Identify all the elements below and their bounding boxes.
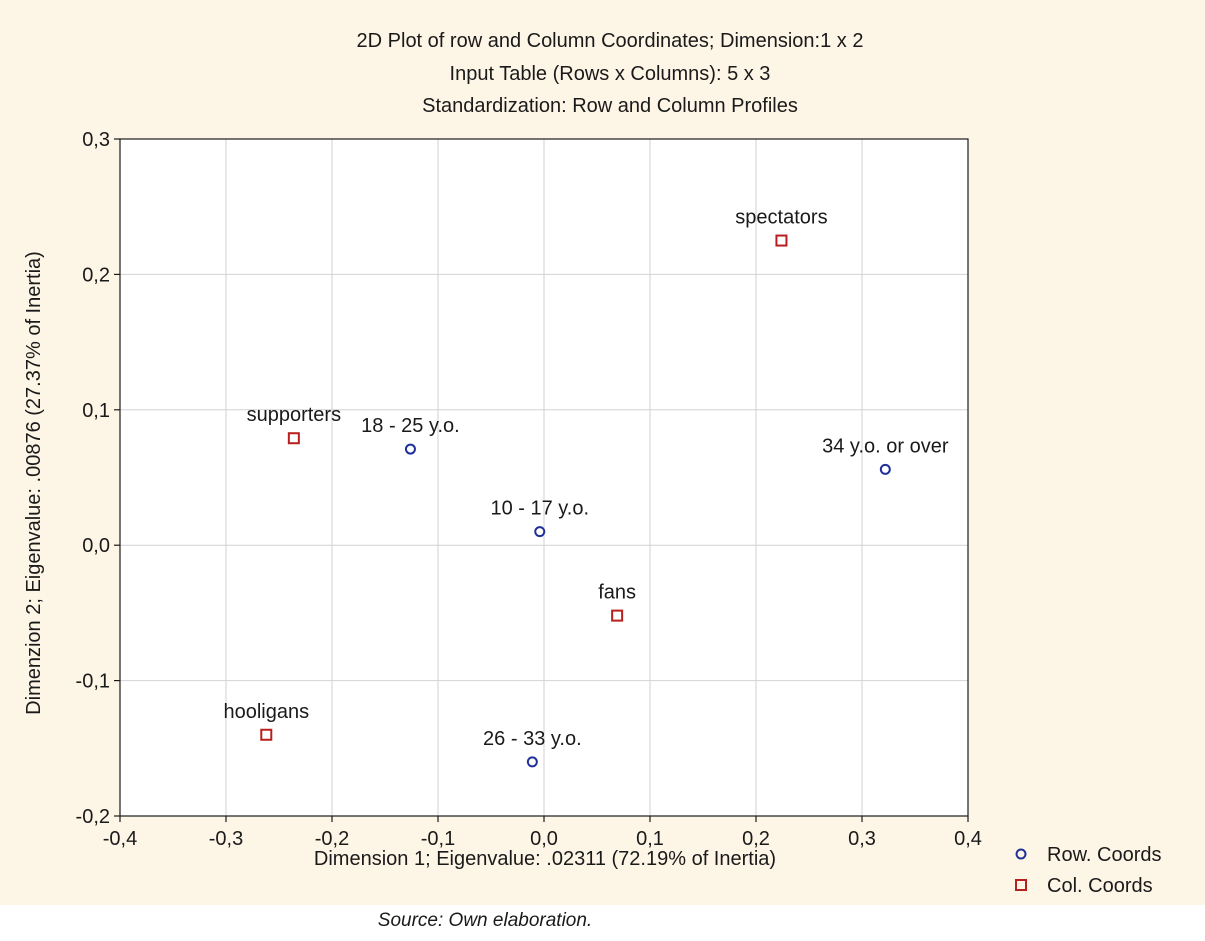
y-tick-label: 0,0: [82, 535, 110, 557]
point-label: 18 - 25 y.o.: [361, 415, 460, 437]
y-tick-label: -0,2: [76, 806, 110, 828]
point-label: fans: [598, 582, 636, 604]
x-tick-label: 0,2: [742, 828, 770, 850]
chart-title: 2D Plot of row and Column Coordinates; D…: [357, 30, 864, 117]
point-label: 26 - 33 y.o.: [483, 728, 582, 750]
x-tick-label: -0,2: [315, 828, 349, 850]
legend-col-coords-label: Col. Coords: [1047, 875, 1153, 897]
x-tick-label: 0,1: [636, 828, 664, 850]
point-label: spectators: [735, 207, 827, 229]
x-axis-label: Dimension 1; Eigenvalue: .02311 (72.19% …: [314, 848, 776, 870]
chart-title-line-2: Input Table (Rows x Columns): 5 x 3: [450, 63, 771, 85]
x-tick-label: -0,4: [103, 828, 137, 850]
x-tick-label: 0,3: [848, 828, 876, 850]
row-coord-point: [526, 756, 538, 768]
row-coord-point: [879, 463, 891, 475]
axis-ticks: -0,4 -0,3 -0,2 -0,1 0,0 0,1 0,2 0,3 0,4 -0,2 -0,1 0…: [76, 129, 982, 850]
legend-col-coords-marker: [1015, 879, 1027, 891]
row-coord-point: [404, 443, 416, 455]
figure-caption: Source: Own elaboration.: [378, 910, 592, 931]
point-label: supporters: [247, 404, 342, 426]
point-label: 10 - 17 y.o.: [490, 498, 589, 520]
caption-background: [0, 905, 1205, 936]
legend-row-coords-label: Row. Coords: [1047, 844, 1162, 866]
col-coord-point: [260, 728, 273, 741]
y-tick-label: 0,3: [82, 129, 110, 151]
row-coord-point: [534, 526, 546, 538]
legend: Row. Coords Col. Coords: [1015, 844, 1162, 897]
data-points: 18 - 25 y.o. 10 - 17 y.o. 26 - 33 y.o. 34 y…: [223, 207, 949, 768]
y-tick-label: 0,1: [82, 400, 110, 422]
x-tick-label: 0,4: [954, 828, 982, 850]
y-axis-label: Dimenzion 2; Eigenvalue: .00876 (27.37% …: [23, 251, 45, 715]
grid-lines: [120, 139, 968, 816]
point-label: 34 y.o. or over: [822, 435, 949, 457]
col-coord-point: [611, 609, 624, 622]
chart-title-line-3: Standardization: Row and Column Profiles: [422, 95, 798, 117]
x-tick-label: -0,3: [209, 828, 243, 850]
x-tick-label: 0,0: [530, 828, 558, 850]
y-tick-label: 0,2: [82, 264, 110, 286]
chart-title-line-1: 2D Plot of row and Column Coordinates; D…: [357, 30, 864, 52]
col-coord-point: [775, 234, 788, 247]
x-tick-label: -0,1: [421, 828, 455, 850]
col-coord-point: [287, 432, 300, 445]
y-tick-label: -0,1: [76, 671, 110, 693]
point-label: hooligans: [223, 701, 309, 723]
legend-row-coords-marker: [1015, 848, 1027, 860]
